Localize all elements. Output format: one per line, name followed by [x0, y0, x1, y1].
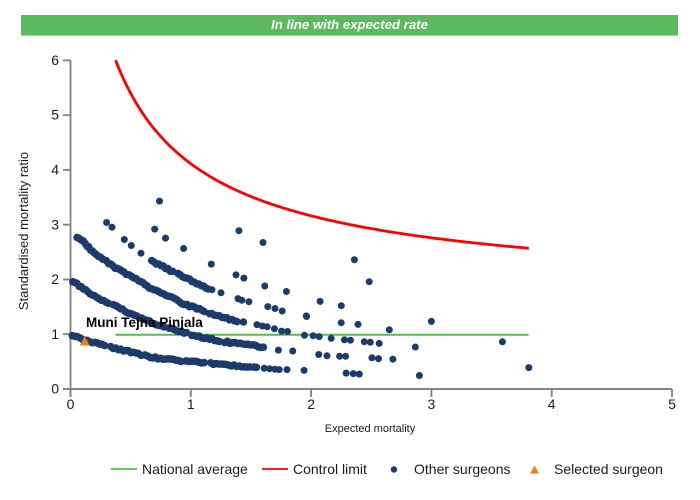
svg-text:Standardised mortality ratio: Standardised mortality ratio — [16, 152, 31, 310]
svg-text:Other surgeons: Other surgeons — [414, 461, 511, 477]
svg-text:5: 5 — [51, 107, 59, 123]
svg-text:National average: National average — [142, 461, 248, 477]
svg-text:In line with expected rate: In line with expected rate — [271, 17, 428, 32]
svg-text:Control limit: Control limit — [293, 461, 367, 477]
svg-text:3: 3 — [428, 396, 436, 412]
svg-text:4: 4 — [51, 162, 59, 178]
svg-text:5: 5 — [668, 396, 676, 412]
svg-text:6: 6 — [51, 52, 59, 68]
svg-text:1: 1 — [187, 396, 195, 412]
svg-text:Expected mortality: Expected mortality — [325, 423, 416, 435]
svg-text:2: 2 — [307, 396, 315, 412]
svg-text:3: 3 — [51, 216, 59, 232]
svg-text:Selected surgeon: Selected surgeon — [554, 461, 663, 477]
svg-text:2: 2 — [51, 271, 59, 287]
svg-text:Muni Tejha Pinjala: Muni Tejha Pinjala — [86, 315, 203, 330]
svg-text:1: 1 — [51, 326, 59, 342]
svg-text:0: 0 — [51, 381, 59, 397]
svg-text:4: 4 — [548, 396, 556, 412]
svg-text:0: 0 — [67, 396, 75, 412]
